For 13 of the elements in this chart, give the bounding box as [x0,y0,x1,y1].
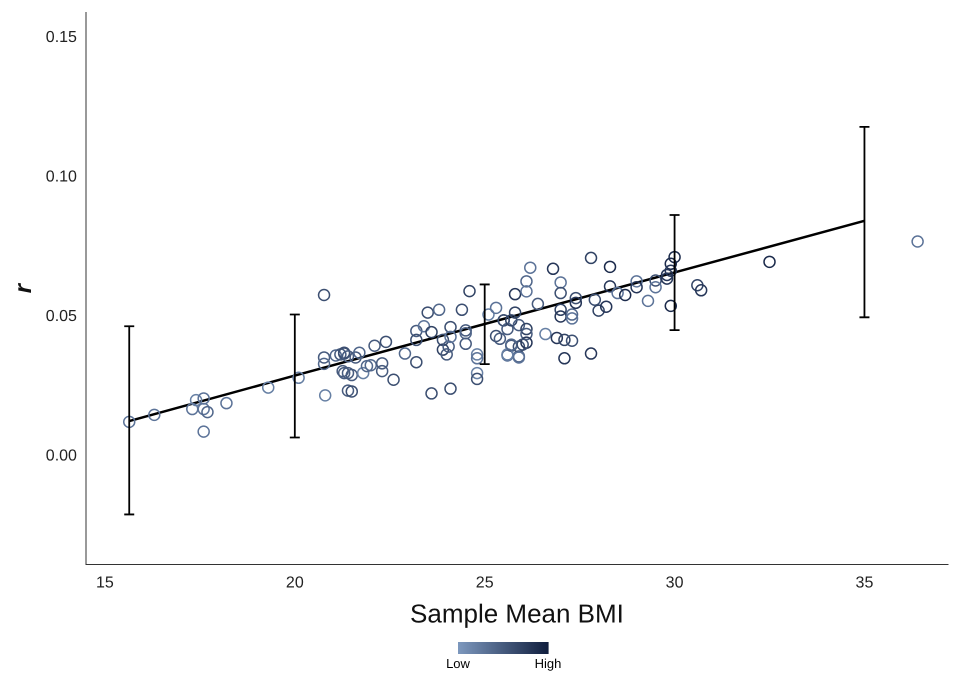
x-tick-label: 30 [666,574,684,592]
color-bar-label: Low [446,656,471,672]
x-axis-title: Sample Mean BMI [410,598,624,629]
x-tick-label: 35 [856,574,874,592]
x-tick-label: 15 [96,574,114,592]
y-axis-title: r [10,282,38,294]
y-tick-label: 0.05 [46,308,78,325]
x-tick-label: 20 [286,574,304,592]
color-bar-label: High [534,656,562,672]
y-tick-label: 0.10 [46,168,78,186]
y-tick-label: 0.00 [46,447,78,464]
y-tick-label: 0.15 [46,29,78,46]
x-tick-label: 25 [476,574,494,592]
